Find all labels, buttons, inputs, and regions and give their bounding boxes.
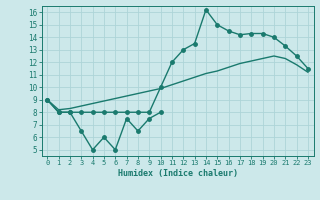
X-axis label: Humidex (Indice chaleur): Humidex (Indice chaleur) bbox=[118, 169, 237, 178]
